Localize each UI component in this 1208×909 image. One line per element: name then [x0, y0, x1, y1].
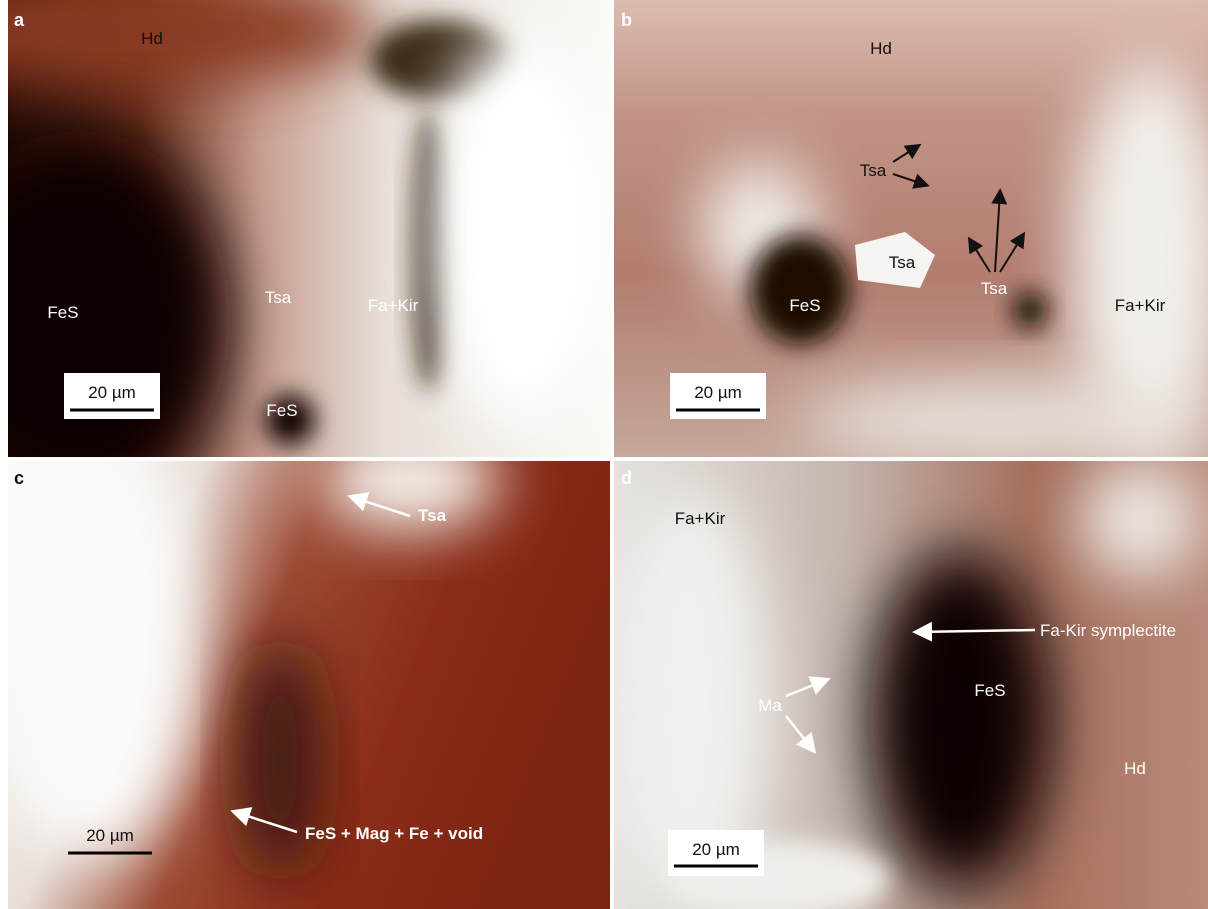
- panel-letter: d: [621, 468, 632, 488]
- scale-text: 20 µm: [692, 840, 740, 859]
- scale-text: 20 µm: [694, 383, 742, 402]
- label: Fa-Kir symplectite: [1040, 621, 1176, 640]
- label: Tsa: [265, 288, 292, 307]
- label: Hd: [141, 29, 163, 48]
- grain: [240, 640, 320, 880]
- figure: a Hd FeS Tsa Fa+Kir FeS 20 µm b Hd Tsa T…: [0, 0, 1208, 909]
- label: FeS: [47, 303, 78, 322]
- label: FeS: [266, 401, 297, 420]
- page: {"panels":[ {"letter":"a","scale_bar":"2…: [0, 0, 1208, 909]
- grain: [1080, 460, 1200, 580]
- grain: [800, 380, 1200, 460]
- grain: [1012, 292, 1048, 328]
- grain: [430, 30, 610, 430]
- label: Hd: [870, 39, 892, 58]
- label: Fa+Kir: [1115, 296, 1166, 315]
- label: Tsa: [981, 279, 1008, 298]
- label: Hd: [1124, 759, 1146, 778]
- panel-letter: b: [621, 10, 632, 30]
- label: FeS: [974, 681, 1005, 700]
- grain: [870, 550, 1050, 890]
- label: FeS + Mag + Fe + void: [305, 824, 483, 843]
- label: Fa+Kir: [368, 296, 419, 315]
- label: FeS: [789, 296, 820, 315]
- panel-a: [0, 0, 610, 510]
- label: Ma: [758, 696, 782, 715]
- scale-text: 20 µm: [86, 826, 134, 845]
- grain: [750, 235, 850, 345]
- label: Fa+Kir: [675, 509, 726, 528]
- label: Tsa: [860, 161, 887, 180]
- panel-letter: a: [14, 10, 25, 30]
- label: Tsa: [418, 506, 447, 525]
- label: Tsa: [889, 253, 916, 272]
- scale-text: 20 µm: [88, 383, 136, 402]
- panel-letter: c: [14, 468, 24, 488]
